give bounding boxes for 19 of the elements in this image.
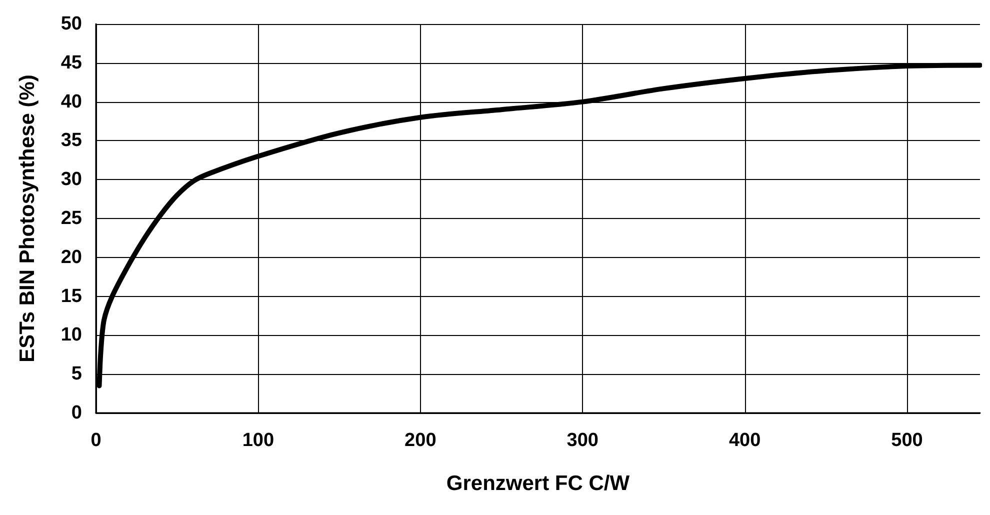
y-tick-label: 35 bbox=[60, 130, 82, 152]
y-tick-label: 20 bbox=[60, 246, 82, 268]
y-tick-label: 5 bbox=[71, 364, 82, 385]
x-tick-label: 500 bbox=[891, 430, 923, 451]
x-tick-label: 200 bbox=[404, 430, 436, 451]
x-tick-label: 100 bbox=[242, 430, 274, 451]
y-tick-label: 45 bbox=[60, 52, 82, 74]
x-tick-label: 400 bbox=[728, 430, 761, 451]
y-axis-title: ESTs BIN Photosynthese (%) bbox=[16, 74, 39, 362]
y-tick-label: 30 bbox=[60, 169, 82, 190]
x-tick-label: 0 bbox=[90, 430, 102, 451]
x-tick-label: 300 bbox=[566, 430, 598, 451]
y-tick-label: 15 bbox=[60, 286, 82, 307]
x-axis-title: Grenzwert FC C/W bbox=[446, 472, 630, 495]
y-tick-label: 40 bbox=[60, 91, 82, 112]
y-tick-label: 0 bbox=[71, 402, 82, 424]
y-tick-label: 25 bbox=[60, 208, 82, 229]
y-tick-label: 50 bbox=[60, 14, 82, 34]
y-tick-label: 10 bbox=[60, 324, 82, 346]
